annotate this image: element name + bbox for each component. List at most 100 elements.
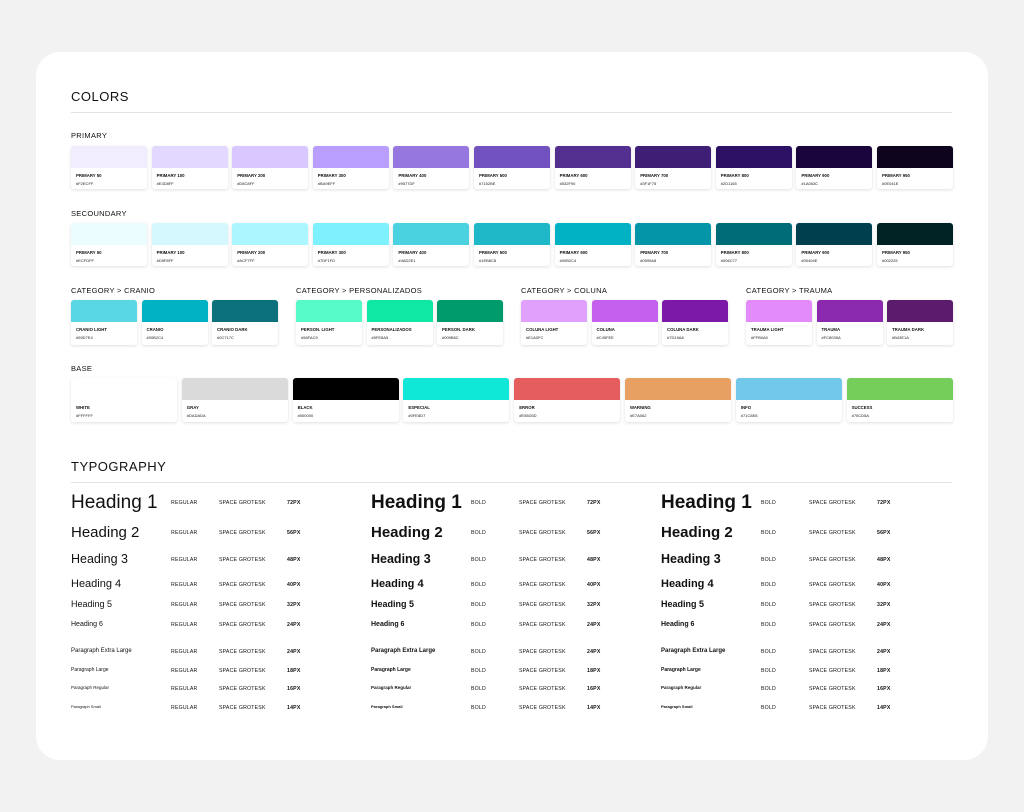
color-swatch[interactable]: PERSON. DARK #009B6C: [437, 300, 503, 345]
type-weight: BOLD: [761, 668, 776, 674]
swatch-hex: #009B6C: [442, 335, 459, 340]
type-font: SPACE GROTESK: [809, 622, 856, 628]
color-swatch[interactable]: ERROR #E55D5D: [514, 378, 621, 422]
type-font: SPACE GROTESK: [219, 530, 266, 536]
type-weight: REGULAR: [171, 649, 198, 655]
type-weight: BOLD: [761, 557, 776, 563]
swatch-hex: #00B2C4: [146, 335, 164, 340]
type-weight: BOLD: [761, 530, 776, 536]
type-sample: Paragraph Extra Large: [661, 648, 726, 654]
swatch-color-fill: [474, 223, 550, 245]
color-swatch[interactable]: PRIMARY 500 #1EB8C8: [474, 223, 550, 266]
colors-divider: [71, 112, 952, 113]
color-swatch[interactable]: WARNING #E7A062: [625, 378, 731, 422]
color-swatch[interactable]: PRIMARY 600 #00B2C4: [554, 223, 631, 266]
type-font: SPACE GROTESK: [519, 557, 566, 563]
type-size: 14PX: [587, 705, 601, 711]
color-swatch[interactable]: TRAUMA DARK #B43E1A: [887, 300, 953, 345]
color-swatch[interactable]: PRIMARY 900 #1A063C: [796, 146, 873, 189]
color-swatch[interactable]: PRIMARY 300 #7DF1FD: [312, 223, 389, 266]
color-swatch[interactable]: TRAUMA #FC8035A: [816, 300, 883, 345]
type-weight: REGULAR: [171, 530, 198, 536]
swatch-name: PRIMARY 700: [640, 250, 669, 255]
swatch-hex: #FC8035A: [821, 335, 841, 340]
swatch-color-fill: [735, 378, 842, 400]
type-size: 48PX: [287, 557, 301, 563]
swatch-hex: #E3D8FF: [156, 181, 174, 186]
color-swatch[interactable]: PRIMARY 950 #002225: [877, 223, 953, 266]
color-swatch[interactable]: ESPECIAL #0FE8D7: [403, 378, 510, 422]
swatch-hex: #F2ECFF: [76, 181, 94, 186]
swatch-color-fill: [393, 146, 470, 168]
swatch-name: SUCCESS: [851, 405, 873, 410]
type-sample: Heading 3: [371, 551, 431, 566]
color-swatch[interactable]: CRANIO DARK #0C717C: [212, 300, 278, 345]
color-swatch[interactable]: COLUNA #C45FEE: [591, 300, 658, 345]
type-weight: BOLD: [761, 582, 776, 588]
type-size: 72PX: [287, 500, 301, 506]
swatch-color-fill: [71, 223, 147, 245]
color-swatch[interactable]: TRAUMA LIGHT #FFB0A0: [746, 300, 812, 345]
color-swatch[interactable]: INFO #71C8E8: [735, 378, 842, 422]
type-size: 16PX: [587, 686, 601, 692]
type-weight: BOLD: [471, 686, 486, 692]
color-swatch[interactable]: PRIMARY 700 #0595A8: [635, 223, 712, 266]
color-swatch[interactable]: SUCCESS #75CD5A: [846, 378, 953, 422]
type-weight: REGULAR: [171, 582, 198, 588]
swatch-hex: #75CD5A: [851, 413, 869, 418]
type-font: SPACE GROTESK: [519, 602, 566, 608]
color-swatch[interactable]: PRIMARY 800 #006C77: [715, 223, 792, 266]
color-swatch[interactable]: PRIMARY 300 #BA9EFF: [312, 146, 389, 189]
type-font: SPACE GROTESK: [519, 530, 566, 536]
swatch-name: CRANIO DARK: [217, 327, 248, 332]
color-swatch[interactable]: COLUNA LIGHT #E1A0FC: [521, 300, 587, 345]
swatch-color-fill: [635, 146, 712, 168]
swatch-color-fill: [232, 146, 309, 168]
color-swatch[interactable]: PRIMARY 900 #00404E: [796, 223, 873, 266]
color-swatch[interactable]: PRIMARY 50 #F2ECFF: [71, 146, 147, 189]
type-size: 32PX: [587, 602, 601, 608]
swatch-name: ESPECIAL: [408, 405, 430, 410]
color-swatch[interactable]: PERSONALIZADOS #0FE8A5: [366, 300, 433, 345]
color-swatch[interactable]: PRIMARY 400 #4AD2E1: [393, 223, 470, 266]
swatch-hex: #006C77: [720, 258, 738, 263]
swatch-name: PRIMARY 100: [156, 173, 185, 178]
swatch-color-fill: [474, 146, 550, 168]
type-font: SPACE GROTESK: [809, 557, 856, 563]
swatch-name: PRIMARY 500: [479, 250, 507, 255]
type-size: 24PX: [877, 649, 891, 655]
swatch-color-fill: [715, 146, 792, 168]
color-swatch[interactable]: CRANIO #00B2C4: [141, 300, 208, 345]
type-font: SPACE GROTESK: [809, 649, 856, 655]
color-swatch[interactable]: COLUNA DARK #7D19A8: [662, 300, 728, 345]
type-size: 18PX: [877, 668, 891, 674]
color-swatch[interactable]: PRIMARY 500 #7152BE: [474, 146, 550, 189]
color-swatch[interactable]: PRIMARY 700 #3F1F75: [635, 146, 712, 189]
swatch-hex: #00B2C4: [559, 258, 577, 263]
color-swatch[interactable]: PRIMARY 100 #E3D8FF: [151, 146, 228, 189]
type-font: SPACE GROTESK: [809, 530, 856, 536]
color-swatch[interactable]: PRIMARY 950 #0E041E: [877, 146, 953, 189]
color-swatch[interactable]: PRIMARY 800 #2D1165: [715, 146, 792, 189]
color-swatch[interactable]: PRIMARY 100 #D5F8FF: [151, 223, 228, 266]
color-swatch[interactable]: PRIMARY 400 #9577DF: [393, 146, 470, 189]
color-swatch[interactable]: PRIMARY 50 #ECFDFF: [71, 223, 147, 266]
swatch-color-fill: [141, 300, 208, 322]
type-sample: Heading 4: [71, 577, 122, 590]
type-sample: Paragraph Extra Large: [71, 648, 132, 654]
color-swatch[interactable]: PRIMARY 200 #ACF7FF: [232, 223, 309, 266]
color-swatch[interactable]: GRAY #DADADA: [181, 378, 288, 422]
color-swatch[interactable]: BLACK #000000: [292, 378, 399, 422]
swatch-color-fill: [591, 300, 658, 322]
color-swatch[interactable]: PERSON. LIGHT #56FAC9: [296, 300, 362, 345]
color-swatch[interactable]: CRANIO LIGHT #59D7E4: [71, 300, 137, 345]
color-swatch[interactable]: PRIMARY 200 #D8C8FF: [232, 146, 309, 189]
color-swatch[interactable]: WHITE #FFFFFF: [71, 378, 177, 422]
type-font: SPACE GROTESK: [519, 500, 566, 506]
color-swatch[interactable]: PRIMARY 600 #532F90: [554, 146, 631, 189]
swatch-name: PRIMARY 100: [156, 250, 185, 255]
type-weight: REGULAR: [171, 602, 198, 608]
style-guide-card: COLORS PRIMARY SECOUNDARY BASE TYPOGRAPH…: [36, 52, 988, 760]
swatch-name: CRANIO: [146, 327, 164, 332]
type-font: SPACE GROTESK: [219, 582, 266, 588]
